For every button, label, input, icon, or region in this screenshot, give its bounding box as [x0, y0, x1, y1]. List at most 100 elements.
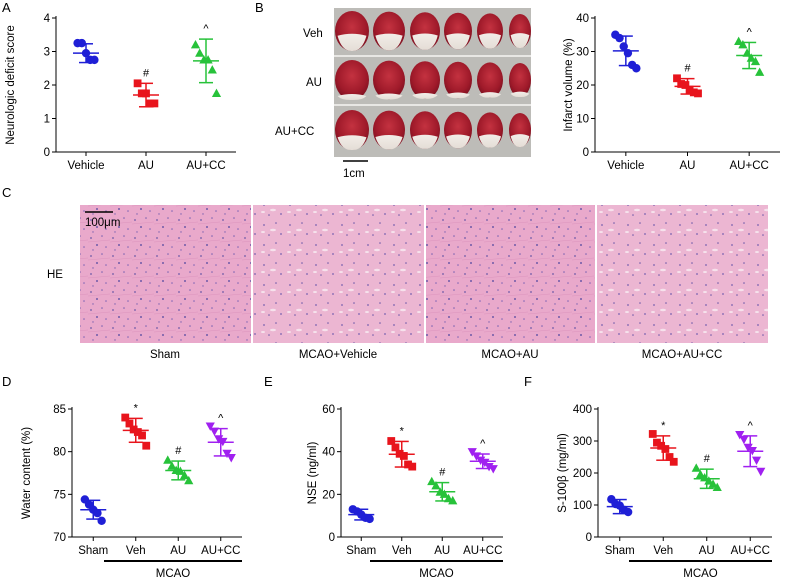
image-label-sham: Sham — [150, 349, 180, 361]
x-tick-label: Sham — [346, 545, 376, 557]
data-point — [704, 476, 714, 485]
x-tick-label: AU — [170, 545, 186, 557]
data-point — [735, 431, 745, 440]
panel-letter-a: A — [2, 0, 11, 15]
data-point — [203, 55, 213, 64]
data-point — [708, 479, 718, 488]
data-point — [133, 428, 142, 436]
infarct-region — [446, 33, 470, 50]
data-point — [129, 425, 138, 434]
data-point — [77, 38, 87, 48]
data-point — [681, 81, 690, 89]
data-point — [163, 455, 173, 464]
x-tick-label: Sham — [605, 545, 635, 557]
data-point — [734, 36, 744, 46]
data-point — [184, 475, 194, 485]
brain-slice — [410, 61, 440, 99]
infarct-region — [375, 93, 403, 100]
x-tick-label: AU — [680, 160, 696, 172]
y-tick-label: 20 — [576, 80, 589, 92]
significance-mark: ^ — [747, 26, 753, 38]
y-tick-label: 4 — [44, 13, 51, 25]
data-point — [673, 74, 681, 83]
data-point — [467, 448, 477, 457]
infarct-region — [478, 92, 502, 98]
brain-slice — [509, 63, 531, 97]
data-point — [648, 430, 657, 438]
chart-f: 0 100 200 300 400 S-100β (mg/ml) Sham Veh * AU # AU… — [557, 404, 772, 580]
data-point — [677, 80, 686, 88]
brain-slice — [477, 62, 503, 98]
panel-letter-e: E — [264, 374, 273, 389]
slice-row-au-cc — [335, 110, 531, 151]
histology-panel: 100μm HE Sham MCAO+Vehicle MCAO+AU MCAO+… — [47, 205, 768, 361]
data-point — [408, 462, 417, 471]
data-point — [476, 456, 486, 465]
x-tick-label: Vehicle — [607, 160, 644, 172]
data-point — [712, 482, 722, 491]
data-point — [488, 465, 498, 474]
x-tick-label: AU+CC — [201, 545, 240, 557]
data-point — [167, 461, 177, 470]
data-point — [755, 67, 765, 76]
data-point — [81, 48, 91, 58]
he-image-mcao-au-cc — [597, 205, 768, 343]
y-tick-label: 20 — [322, 489, 335, 501]
data-point — [431, 481, 441, 490]
x-tick-label: Sham — [78, 545, 108, 557]
data-point — [97, 516, 106, 525]
data-point — [743, 443, 753, 453]
slice-row-divider — [334, 55, 531, 57]
data-point — [480, 458, 490, 468]
significance-mark: * — [134, 402, 139, 414]
data-point — [90, 55, 99, 65]
y-axis-title: Infarct volume (%) — [563, 38, 575, 131]
x-tick-label: Veh — [392, 545, 412, 557]
data-point — [209, 427, 220, 436]
mcao-group-label: MCAO — [156, 568, 191, 580]
infarct-region — [337, 94, 367, 101]
he-image-sham — [80, 205, 251, 343]
infarct-region — [510, 33, 530, 49]
x-tick-label: AU — [699, 545, 715, 557]
data-point — [121, 413, 130, 422]
y-tick-label: 30 — [576, 47, 589, 59]
infarct-region — [412, 33, 438, 50]
y-tick-label: 2 — [44, 80, 50, 92]
x-tick-label: Veh — [126, 545, 146, 557]
y-tick-label: 200 — [573, 468, 592, 480]
data-point — [190, 40, 201, 49]
infarct-region — [412, 93, 438, 99]
data-point — [125, 419, 134, 428]
panel-letter-c: C — [2, 185, 11, 200]
data-point — [742, 48, 752, 57]
data-point — [700, 473, 710, 482]
data-point — [484, 463, 494, 472]
y-tick-label: 10 — [576, 114, 589, 126]
data-point — [665, 453, 674, 461]
y-tick-label: 80 — [53, 447, 66, 459]
y-tick-label: 60 — [322, 404, 335, 416]
brain-slice — [444, 61, 472, 99]
data-point — [615, 33, 624, 43]
data-point — [619, 42, 628, 51]
mcao-group-label: MCAO — [683, 568, 718, 580]
data-point — [226, 454, 236, 463]
data-point — [623, 48, 633, 58]
slice-row-au — [335, 60, 531, 101]
infarct-region — [478, 33, 502, 49]
data-point — [387, 437, 396, 445]
data-point — [669, 457, 678, 466]
data-point — [214, 435, 224, 444]
chart-b: 0 10 20 30 40 Infarct volume (%) Vehicle AU # AU+… — [563, 13, 780, 172]
data-point — [756, 467, 766, 477]
data-point — [439, 489, 449, 498]
data-point — [142, 441, 151, 450]
y-tick-label: 40 — [576, 13, 589, 25]
mcao-group-label: MCAO — [419, 568, 454, 580]
chart-d: 70 75 80 85 Water content (%) Sham Veh * AU # AU+C… — [21, 402, 242, 580]
data-point — [695, 469, 706, 479]
x-tick-label: Vehicle — [67, 160, 104, 172]
data-point — [750, 56, 761, 66]
